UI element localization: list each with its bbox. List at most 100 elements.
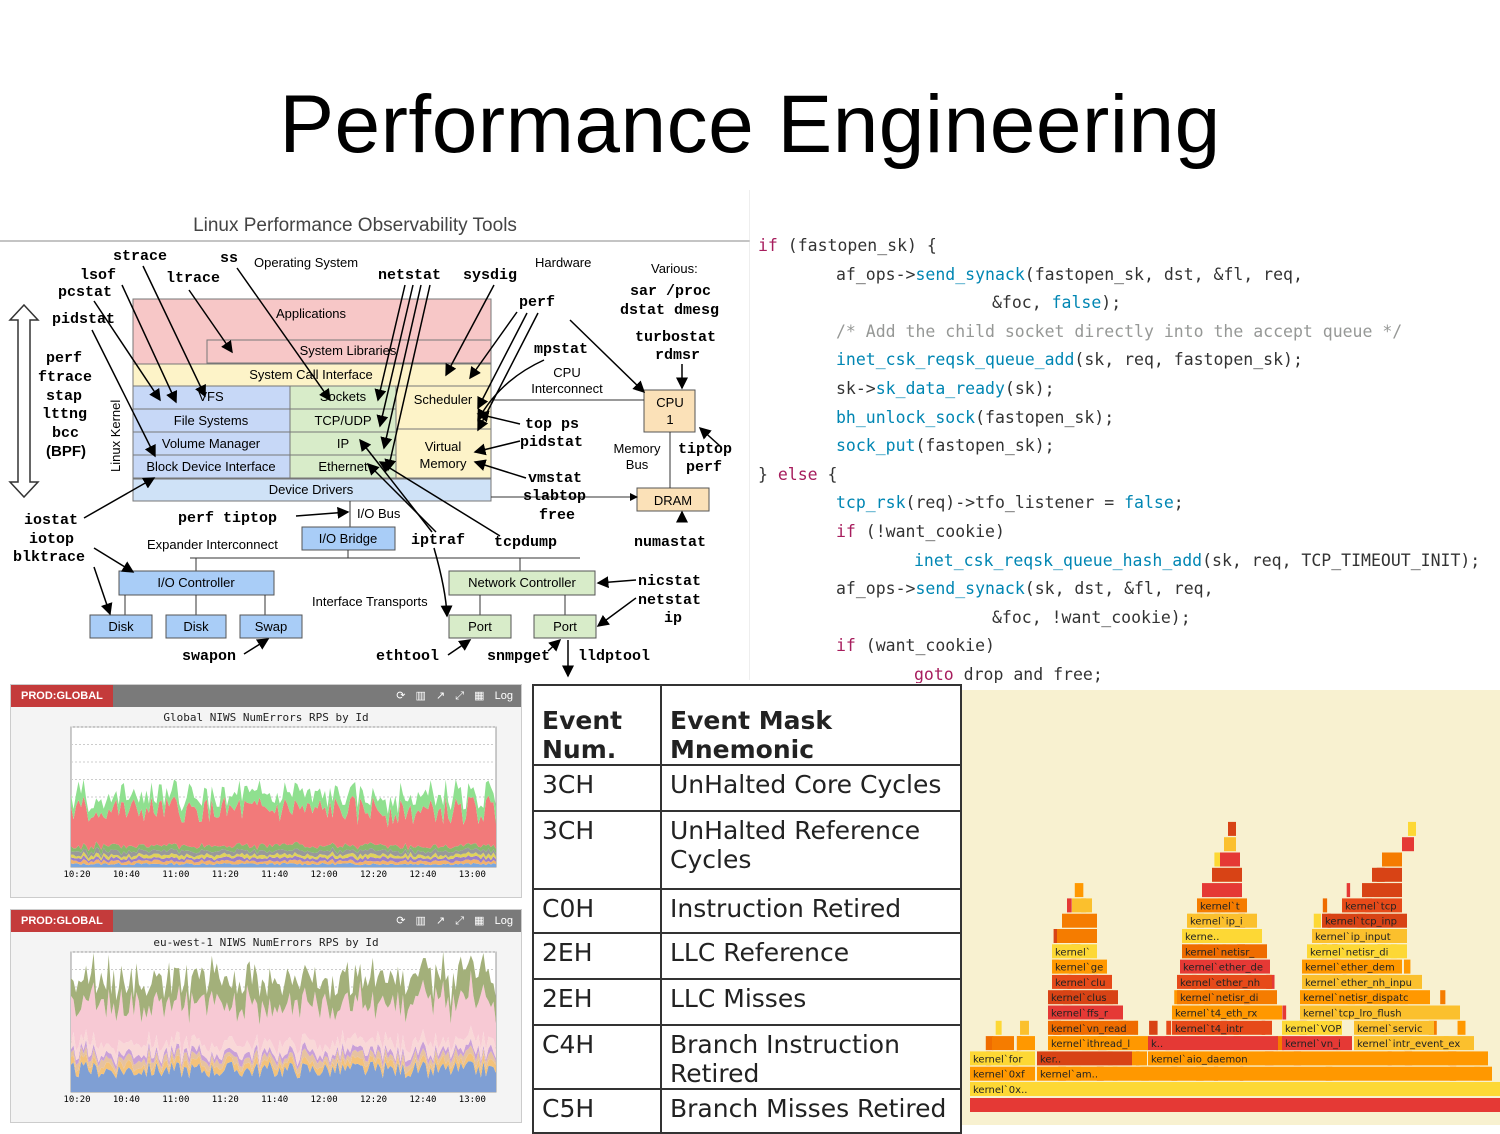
- flame-frame[interactable]: [1312, 929, 1407, 943]
- x-tick-label: 12:40: [409, 1095, 436, 1105]
- flame-frame[interactable]: [1382, 852, 1402, 867]
- flame-frame[interactable]: [1354, 1020, 1434, 1035]
- flame-frame[interactable]: [1177, 990, 1277, 1005]
- flame-frame[interactable]: [1148, 1036, 1278, 1051]
- flame-frame[interactable]: [1037, 1066, 1492, 1081]
- expand-icon[interactable]: ⤢: [455, 915, 465, 927]
- flame-frame[interactable]: [1182, 944, 1267, 959]
- flame-frame[interactable]: [1403, 959, 1411, 974]
- flame-frame[interactable]: [1048, 1005, 1123, 1020]
- flame-frame[interactable]: [1302, 959, 1402, 974]
- flame-frame[interactable]: [1180, 959, 1270, 974]
- flame-frame[interactable]: [970, 1082, 1500, 1096]
- flame-frame[interactable]: [1362, 883, 1402, 898]
- flame-frame[interactable]: [1300, 1005, 1460, 1020]
- flame-frame[interactable]: [1062, 913, 1097, 928]
- flame-frame[interactable]: [1282, 1036, 1352, 1051]
- flame-frame[interactable]: [1053, 929, 1060, 943]
- grid-icon[interactable]: ▦: [474, 690, 485, 702]
- flame-frame[interactable]: [1074, 883, 1084, 898]
- flame-frame-label: kernel`tcp: [1345, 900, 1397, 912]
- flame-frame[interactable]: [1048, 1036, 1148, 1051]
- flame-frame[interactable]: [1048, 1020, 1138, 1035]
- flame-frame[interactable]: [1172, 1020, 1272, 1035]
- flame-frame-label: kernel`ffs_r: [1051, 1008, 1109, 1020]
- tool-pidstat: pidstat: [52, 311, 115, 328]
- flame-frame[interactable]: [1307, 944, 1407, 959]
- flame-frame[interactable]: [1300, 990, 1430, 1005]
- flame-frame[interactable]: [1212, 867, 1242, 882]
- flame-frame[interactable]: [1457, 1020, 1466, 1035]
- flame-frame[interactable]: [1408, 821, 1416, 836]
- flame-frame[interactable]: [1322, 913, 1407, 928]
- flame-frame[interactable]: [1048, 990, 1118, 1005]
- flame-frame[interactable]: [985, 1036, 994, 1051]
- flame-frame[interactable]: [1214, 852, 1221, 867]
- flame-frame[interactable]: [1177, 974, 1272, 989]
- grid-icon[interactable]: ▦: [474, 915, 485, 927]
- svg-text:Memory: Memory: [614, 441, 661, 456]
- flame-frame[interactable]: [1037, 1051, 1132, 1066]
- svg-text:1: 1: [666, 412, 673, 427]
- flame-frame[interactable]: [1224, 837, 1236, 852]
- flame-frame[interactable]: [1372, 867, 1402, 882]
- flame-frame[interactable]: [970, 1051, 1035, 1066]
- flame-frame[interactable]: [1202, 883, 1242, 898]
- flame-frame[interactable]: [1172, 1005, 1282, 1020]
- x-tick-label: 12:00: [311, 870, 338, 880]
- flame-frame[interactable]: [1067, 898, 1072, 913]
- area-chart-eu-west-1: 10:20 10:40 11:00 11:20 11:40 12:00 12:20 12:40…: [63, 951, 497, 1105]
- expand-icon[interactable]: ⤢: [455, 690, 465, 702]
- flame-frame[interactable]: [1402, 837, 1414, 852]
- flame-frame[interactable]: [1276, 1036, 1285, 1051]
- flame-frame[interactable]: [1313, 913, 1321, 928]
- log-toggle-button[interactable]: Log: [494, 690, 513, 702]
- flame-frame[interactable]: [1187, 913, 1257, 928]
- line-chart-icon[interactable]: ↗: [436, 690, 446, 702]
- flame-frame[interactable]: [992, 1036, 1014, 1051]
- line-chart-icon[interactable]: ↗: [436, 915, 446, 927]
- flame-frame[interactable]: [1322, 898, 1328, 913]
- bar-chart-icon[interactable]: ▥: [415, 915, 426, 927]
- flame-frame[interactable]: [1132, 1051, 1147, 1066]
- flame-frame[interactable]: [1148, 1051, 1488, 1066]
- box-disk-2: Disk: [183, 619, 209, 634]
- flame-frame-label: kernel`am..: [1040, 1069, 1098, 1081]
- flame-root-frame[interactable]: [970, 1098, 1500, 1112]
- flame-frame[interactable]: [1166, 1020, 1172, 1035]
- flame-frame[interactable]: [1228, 821, 1236, 836]
- flame-frame[interactable]: [1282, 1005, 1287, 1020]
- x-tick-label: 11:20: [212, 1095, 239, 1105]
- code-token: send_synack: [915, 264, 1025, 284]
- flame-frame[interactable]: [1302, 974, 1422, 989]
- flame-frame[interactable]: [970, 1066, 1035, 1081]
- flame-frame[interactable]: [1346, 883, 1351, 898]
- flame-frame[interactable]: [1354, 1036, 1474, 1051]
- tool-ethtool: ethtool: [376, 648, 439, 665]
- linux-observability-diagram: Linux Performance Observability Tools Op…: [0, 190, 750, 680]
- flame-frame[interactable]: [1017, 1036, 1035, 1051]
- flame-frame[interactable]: [1182, 929, 1262, 943]
- flame-frame[interactable]: [1197, 898, 1247, 913]
- bar-chart-icon[interactable]: ▥: [415, 690, 426, 702]
- series-area: [71, 951, 496, 1025]
- flame-frame[interactable]: [1020, 1020, 1029, 1035]
- flame-frame[interactable]: [995, 1020, 1002, 1035]
- log-toggle-button[interactable]: Log: [494, 915, 513, 927]
- flame-frame[interactable]: [1052, 959, 1107, 974]
- flame-frame[interactable]: [1072, 898, 1092, 913]
- header-event-num: Event Num.: [532, 684, 662, 766]
- box-file-systems: File Systems: [174, 413, 249, 428]
- flame-frame[interactable]: [1149, 1020, 1158, 1035]
- refresh-icon[interactable]: ⟳: [396, 690, 406, 702]
- flame-frame[interactable]: [1220, 852, 1240, 867]
- flame-frame[interactable]: [1282, 1020, 1342, 1035]
- flame-frame[interactable]: [1057, 929, 1097, 943]
- flame-frame[interactable]: [1440, 990, 1446, 1005]
- flame-frame[interactable]: [1052, 944, 1097, 959]
- table-row: C5H Branch Misses Retired: [532, 1088, 962, 1134]
- flame-frame[interactable]: [1342, 898, 1402, 913]
- flame-frame-label: kernel`netisr_dispatc: [1303, 992, 1409, 1004]
- refresh-icon[interactable]: ⟳: [396, 915, 406, 927]
- flame-frame[interactable]: [1052, 974, 1112, 989]
